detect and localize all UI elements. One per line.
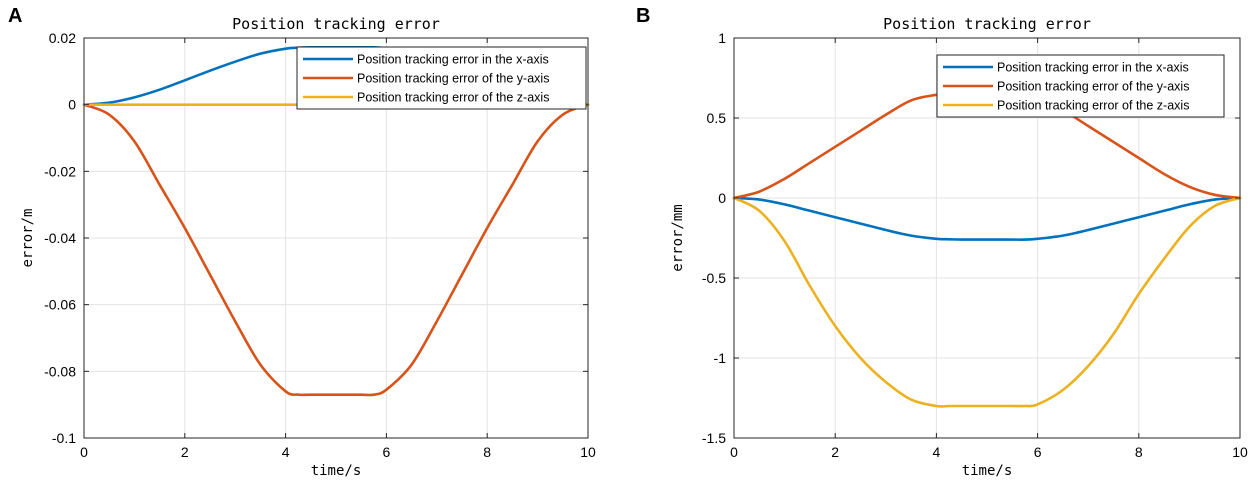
legend-label-3: Position tracking error of the z-axis — [357, 91, 549, 105]
legend-label-1: Position tracking error in the x-axis — [357, 53, 549, 67]
x-tick-label: 8 — [483, 444, 491, 460]
y-tick-label: -0.1 — [52, 430, 76, 446]
y-tick-label: -0.5 — [702, 270, 726, 286]
x-ticks: 0 2 4 6 8 10 — [80, 38, 596, 460]
y-axis-label: error/mm — [670, 204, 686, 271]
x-tick-label: 6 — [383, 444, 391, 460]
legend-label-1: Position tracking error in the x-axis — [997, 61, 1189, 75]
x-tick-label: 10 — [1232, 444, 1248, 460]
y-tick-label: -0.04 — [44, 230, 76, 246]
y-tick-label: 0.5 — [707, 110, 727, 126]
x-tick-label: 0 — [80, 444, 88, 460]
legend-label-2: Position tracking error of the y-axis — [357, 72, 549, 86]
chart-panel-a: A 0 2 4 6 8 10 -0.1 -0.08 -0.06 -0.04 -0.02 0 0.02 Pos… — [8, 5, 596, 479]
y-tick-label: 0.02 — [49, 30, 76, 46]
y-tick-label: -0.08 — [44, 363, 76, 379]
x-tick-label: 8 — [1135, 444, 1143, 460]
chart-panel-b: B 0 2 4 6 8 10 -1.5 -1 -0.5 0 0.5 1 Position tracking… — [636, 5, 1248, 479]
y-tick-label: -0.06 — [44, 297, 76, 313]
series-line-3 — [732, 196, 1242, 408]
y-ticks: -1.5 -1 -0.5 0 0.5 1 — [702, 30, 1240, 446]
x-tick-label: 4 — [282, 444, 290, 460]
chart-title: Position tracking error — [232, 15, 440, 33]
y-tick-label: -1 — [714, 350, 727, 366]
panel-letter: A — [8, 5, 22, 27]
y-tick-label: -0.02 — [44, 163, 76, 179]
y-ticks: -0.1 -0.08 -0.06 -0.04 -0.02 0 0.02 — [44, 30, 588, 446]
legend-label-2: Position tracking error of the y-axis — [997, 80, 1189, 94]
x-tick-label: 2 — [831, 444, 839, 460]
y-axis-label: error/m — [20, 208, 36, 267]
x-tick-label: 2 — [181, 444, 189, 460]
legend: Position tracking error in the x-axis Pos… — [936, 54, 1225, 118]
series-line-1 — [732, 196, 1242, 241]
x-tick-label: 10 — [580, 444, 596, 460]
y-tick-label: -1.5 — [702, 430, 726, 446]
legend-label-3: Position tracking error of the z-axis — [997, 99, 1189, 113]
axes-box — [733, 37, 1241, 439]
legend: Position tracking error in the x-axis Pos… — [296, 46, 587, 110]
chart-title: Position tracking error — [883, 15, 1091, 33]
x-tick-label: 0 — [730, 444, 738, 460]
y-tick-label: 0 — [718, 190, 726, 206]
x-ticks: 0 2 4 6 8 10 — [730, 38, 1248, 460]
y-tick-label: 1 — [718, 30, 726, 46]
x-axis-label: time/s — [962, 463, 1013, 479]
series-line-2 — [82, 103, 590, 397]
x-tick-label: 6 — [1034, 444, 1042, 460]
x-axis-label: time/s — [311, 463, 362, 479]
panel-letter: B — [636, 5, 650, 27]
x-tick-label: 4 — [933, 444, 941, 460]
y-tick-label: 0 — [68, 97, 76, 113]
